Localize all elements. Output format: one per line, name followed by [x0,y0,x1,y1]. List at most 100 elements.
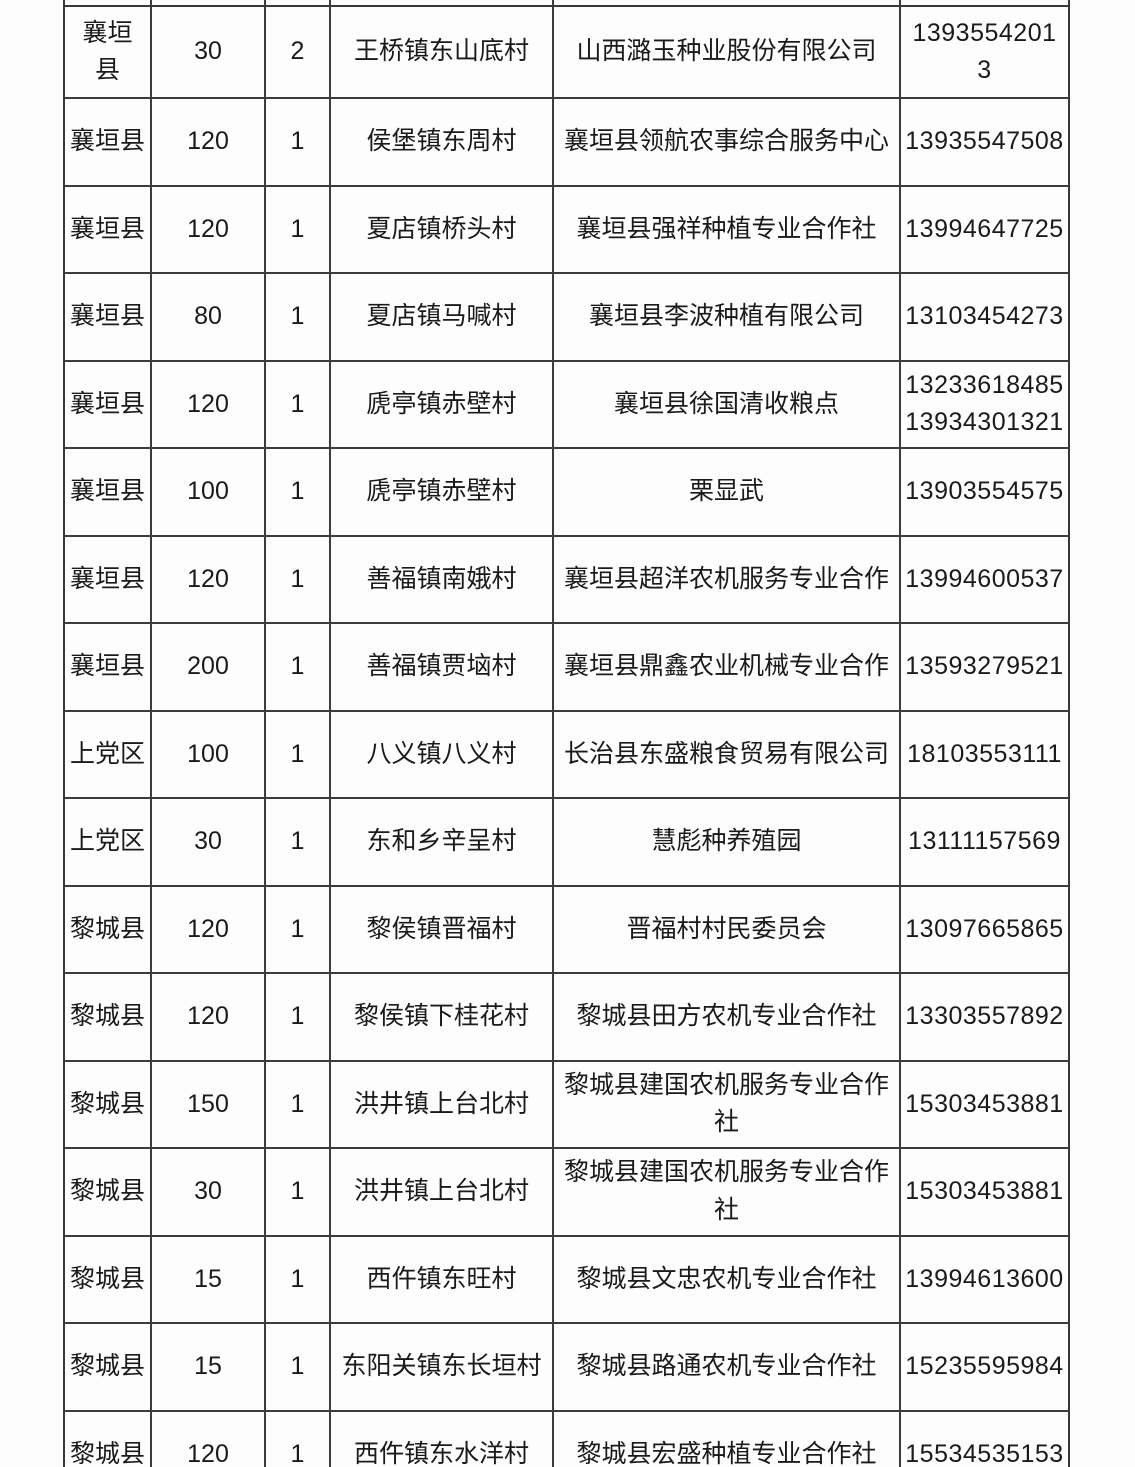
table-row: 襄垣县 200 1 善福镇贾垴村 襄垣县鼎鑫农业机械专业合作 135932795… [65,624,1068,712]
organization-cell: 黎城县田方农机专业合作社 [554,974,901,1060]
phone-cell: 13303557892 [905,1002,1064,1030]
count-cell: 1 [266,974,331,1060]
county-cell: 黎城县 [65,974,152,1060]
table-row: 黎城县 15 1 西仵镇东旺村 黎城县文忠农机专业合作社 13994613600 [65,1236,1068,1324]
table-row: 襄垣县 120 1 夏店镇桥头村 襄垣县强祥种植专业合作社 1399464772… [65,186,1068,274]
village-cell: 善福镇贾垴村 [331,624,554,710]
count-cell: 2 [266,7,331,97]
village-cell: 侯堡镇东周村 [331,99,554,185]
county-cell: 上党区 [65,711,152,797]
county-cell: 襄垣县 [65,449,152,535]
count-cell: 1 [266,449,331,535]
village-cell: 东和乡辛呈村 [331,799,554,885]
table-row: 上党区 30 1 东和乡辛呈村 慧彪种养殖园 13111157569 [65,799,1068,887]
county-cell: 黎城县 [65,1149,152,1235]
village-cell: 洪井镇上台北村 [331,1149,554,1235]
organization-cell: 襄垣县鼎鑫农业机械专业合作 [554,624,901,710]
organization-cell: 黎城县宏盛种植专业合作社 [554,1411,901,1467]
phone-cell: 15303453881 [905,1177,1064,1205]
quantity-cell: 200 [152,624,266,710]
clipped-cell [554,0,901,5]
quantity-cell: 120 [152,1411,266,1467]
county-cell: 上党区 [65,799,152,885]
clipped-cell [266,0,331,5]
count-cell: 1 [266,99,331,185]
count-cell: 1 [266,1236,331,1322]
clipped-cell [65,0,152,5]
count-cell: 1 [266,1061,331,1147]
county-cell: 襄垣县 [65,186,152,272]
table-row: 襄垣 县 30 2 王桥镇东山底村 山西潞玉种业股份有限公司 139355420… [65,7,1068,99]
table-row: 襄垣县 80 1 夏店镇马喊村 襄垣县李波种植有限公司 13103454273 [65,274,1068,362]
phone-cell: 15534535153 [905,1439,1064,1467]
phone-cell: 13903554575 [905,477,1064,505]
quantity-cell: 100 [152,711,266,797]
village-cell: 西仵镇东旺村 [331,1236,554,1322]
clipped-cell [152,0,266,5]
organization-cell: 山西潞玉种业股份有限公司 [554,7,901,97]
phone-cell: 13935547508 [905,127,1064,155]
count-cell: 1 [266,274,331,360]
organization-cell: 黎城县建国农机服务专业合作社 [554,1061,901,1147]
clipped-cell [901,0,1068,5]
organization-cell: 长治县东盛粮食贸易有限公司 [554,711,901,797]
phone-cell: 15303453881 [905,1089,1064,1118]
county-cell: 黎城县 [65,1061,152,1147]
organization-cell: 襄垣县李波种植有限公司 [554,274,901,360]
quantity-cell: 120 [152,99,266,185]
county-cell: 襄垣县 [65,536,152,622]
count-cell: 1 [266,1149,331,1235]
quantity-cell: 120 [152,886,266,972]
clipped-cell [331,0,554,5]
county-cell: 襄垣县 [65,624,152,710]
quantity-cell: 120 [152,186,266,272]
count-cell: 1 [266,1324,331,1410]
table-row: 黎城县 15 1 东阳关镇东长垣村 黎城县路通农机专业合作社 152355959… [65,1324,1068,1412]
village-cell: 东阳关镇东长垣村 [331,1324,554,1410]
table-row: 襄垣县 100 1 虒亭镇赤壁村 栗显武 13903554575 [65,449,1068,537]
data-table: 襄垣 县 30 2 王桥镇东山底村 山西潞玉种业股份有限公司 139355420… [63,5,1070,1467]
count-cell: 1 [266,799,331,885]
village-cell: 黎侯镇下桂花村 [331,974,554,1060]
table-container: 襄垣 县 30 2 王桥镇东山底村 山西潞玉种业股份有限公司 139355420… [63,0,1070,1467]
phone-cell: 13233618485 13934301321 [905,370,1064,437]
count-cell: 1 [266,624,331,710]
count-cell: 1 [266,886,331,972]
village-cell: 虒亭镇赤壁村 [331,449,554,535]
count-cell: 1 [266,711,331,797]
count-cell: 1 [266,361,331,447]
quantity-cell: 120 [152,536,266,622]
organization-cell: 黎城县建国农机服务专业合作社 [554,1149,901,1235]
phone-cell: 13593279521 [905,652,1064,680]
village-cell: 八义镇八义村 [331,711,554,797]
county-cell: 黎城县 [65,1236,152,1322]
table-row: 黎城县 30 1 洪井镇上台北村 黎城县建国农机服务专业合作社 15303453… [65,1149,1068,1237]
village-cell: 夏店镇马喊村 [331,274,554,360]
table-row: 黎城县 120 1 西仵镇东水洋村 黎城县宏盛种植专业合作社 155345351… [65,1411,1068,1467]
table-row: 黎城县 120 1 黎侯镇下桂花村 黎城县田方农机专业合作社 133035578… [65,974,1068,1062]
quantity-cell: 15 [152,1236,266,1322]
phone-cell: 15235595984 [905,1352,1064,1380]
quantity-cell: 120 [152,361,266,447]
quantity-cell: 100 [152,449,266,535]
phone-cell: 13994647725 [905,214,1064,243]
village-cell: 西仵镇东水洋村 [331,1411,554,1467]
county-cell: 黎城县 [65,1324,152,1410]
quantity-cell: 120 [152,974,266,1060]
phone-cell: 1393554201 3 [912,18,1057,85]
count-cell: 1 [266,1411,331,1467]
phone-cell: 13103454273 [905,302,1064,330]
quantity-cell: 30 [152,7,266,97]
county-cell: 襄垣县 [65,99,152,185]
organization-cell: 栗显武 [554,449,901,535]
county-cell: 襄垣 县 [65,7,152,97]
organization-cell: 黎城县路通农机专业合作社 [554,1324,901,1410]
village-cell: 王桥镇东山底村 [331,7,554,97]
phone-cell: 18103553111 [907,739,1062,768]
count-cell: 1 [266,536,331,622]
quantity-cell: 15 [152,1324,266,1410]
table-row: 黎城县 120 1 黎侯镇晋福村 晋福村村民委员会 13097665865 [65,886,1068,974]
table-row: 上党区 100 1 八义镇八义村 长治县东盛粮食贸易有限公司 181035531… [65,711,1068,799]
county-cell: 黎城县 [65,886,152,972]
quantity-cell: 30 [152,1149,266,1235]
